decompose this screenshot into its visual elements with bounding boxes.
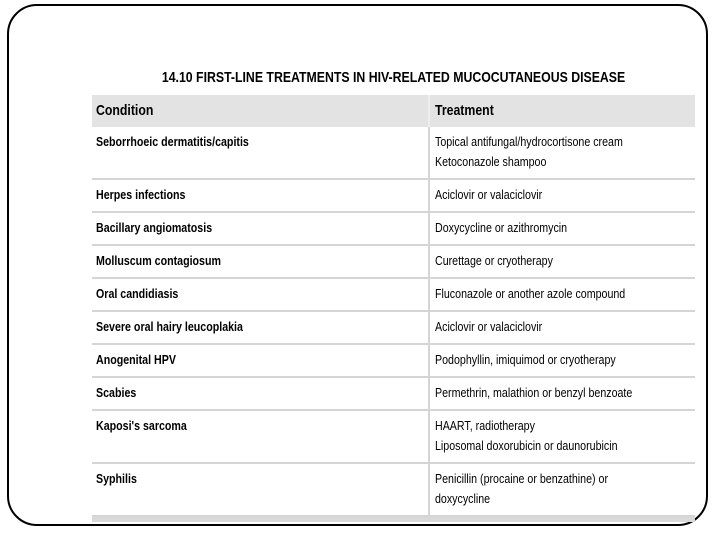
condition-text: Bacillary angiomatosis <box>96 220 213 235</box>
treatment-cell: Topical antifungal/hydrocortisone cream … <box>428 127 693 178</box>
condition-text: Molluscum contagiosum <box>96 253 221 268</box>
treatment-cell: Podophyllin, imiquimod or cryotherapy <box>428 345 693 376</box>
condition-text: Anogenital HPV <box>96 352 176 367</box>
treatment-cell: Permethrin, malathion or benzyl benzoate <box>428 378 693 409</box>
table-bottom-strip <box>92 517 695 522</box>
condition-text: Oral candidiasis <box>96 286 179 301</box>
table-row: Syphilis Penicillin (procaine or benzath… <box>92 464 695 517</box>
table-row: Anogenital HPV Podophyllin, imiquimod or… <box>92 345 695 378</box>
table-header-row: Condition Treatment <box>92 95 695 127</box>
condition-text: Syphilis <box>96 471 137 486</box>
condition-cell: Seborrhoeic dermatitis/capitis <box>92 127 428 178</box>
condition-cell: Bacillary angiomatosis <box>92 213 428 244</box>
treatment-text: Penicillin (procaine or benzathine) or d… <box>435 471 609 506</box>
treatment-text: Podophyllin, imiquimod or cryotherapy <box>435 352 616 367</box>
treatment-text: Aciclovir or valaciclovir <box>435 187 543 202</box>
treatment-text: Doxycycline or azithromycin <box>435 220 568 235</box>
treatment-text: HAART, radiotherapy Liposomal doxorubici… <box>435 418 618 453</box>
condition-cell: Kaposi's sarcoma <box>92 411 428 462</box>
treatment-cell: Curettage or cryotherapy <box>428 246 693 277</box>
treatment-cell: HAART, radiotherapy Liposomal doxorubici… <box>428 411 693 462</box>
table-row: Oral candidiasis Fluconazole or another … <box>92 279 695 312</box>
treatment-text: Permethrin, malathion or benzyl benzoate <box>435 385 633 400</box>
column-header-condition: Condition <box>96 102 154 119</box>
treatment-text: Aciclovir or valaciclovir <box>435 319 543 334</box>
condition-cell: Herpes infections <box>92 180 428 211</box>
table-row: Severe oral hairy leucoplakia Aciclovir … <box>92 312 695 345</box>
table-title-text: 14.10 FIRST-LINE TREATMENTS IN HIV-RELAT… <box>161 69 626 86</box>
slide-border: 14.10 FIRST-LINE TREATMENTS IN HIV-RELAT… <box>7 4 708 526</box>
condition-cell: Oral candidiasis <box>92 279 428 310</box>
condition-cell: Molluscum contagiosum <box>92 246 428 277</box>
treatment-text: Fluconazole or another azole compound <box>435 286 626 301</box>
condition-cell: Severe oral hairy leucoplakia <box>92 312 428 343</box>
table-row: Kaposi's sarcoma HAART, radiotherapy Lip… <box>92 411 695 464</box>
treatment-cell: Fluconazole or another azole compound <box>428 279 693 310</box>
condition-text: Herpes infections <box>96 187 186 202</box>
condition-text: Scabies <box>96 385 137 400</box>
condition-text: Kaposi's sarcoma <box>96 418 187 433</box>
table-row: Scabies Permethrin, malathion or benzyl … <box>92 378 695 411</box>
condition-cell: Scabies <box>92 378 428 409</box>
table-row: Herpes infections Aciclovir or valaciclo… <box>92 180 695 213</box>
table-row: Seborrhoeic dermatitis/capitis Topical a… <box>92 127 695 180</box>
condition-cell: Anogenital HPV <box>92 345 428 376</box>
condition-text: Seborrhoeic dermatitis/capitis <box>96 134 249 149</box>
column-header-treatment: Treatment <box>428 95 693 127</box>
table-row: Molluscum contagiosum Curettage or cryot… <box>92 246 695 279</box>
condition-text: Severe oral hairy leucoplakia <box>96 319 243 334</box>
treatment-text: Curettage or cryotherapy <box>435 253 553 268</box>
table-title: 14.10 FIRST-LINE TREATMENTS IN HIV-RELAT… <box>92 66 695 90</box>
table-row: Bacillary angiomatosis Doxycycline or az… <box>92 213 695 246</box>
treatment-cell: Aciclovir or valaciclovir <box>428 180 693 211</box>
treatment-cell: Aciclovir or valaciclovir <box>428 312 693 343</box>
treatment-text: Topical antifungal/hydrocortisone cream … <box>435 134 623 169</box>
condition-cell: Syphilis <box>92 464 428 515</box>
treatment-table: 14.10 FIRST-LINE TREATMENTS IN HIV-RELAT… <box>92 66 695 522</box>
treatment-cell: Penicillin (procaine or benzathine) or d… <box>428 464 693 515</box>
treatment-cell: Doxycycline or azithromycin <box>428 213 693 244</box>
